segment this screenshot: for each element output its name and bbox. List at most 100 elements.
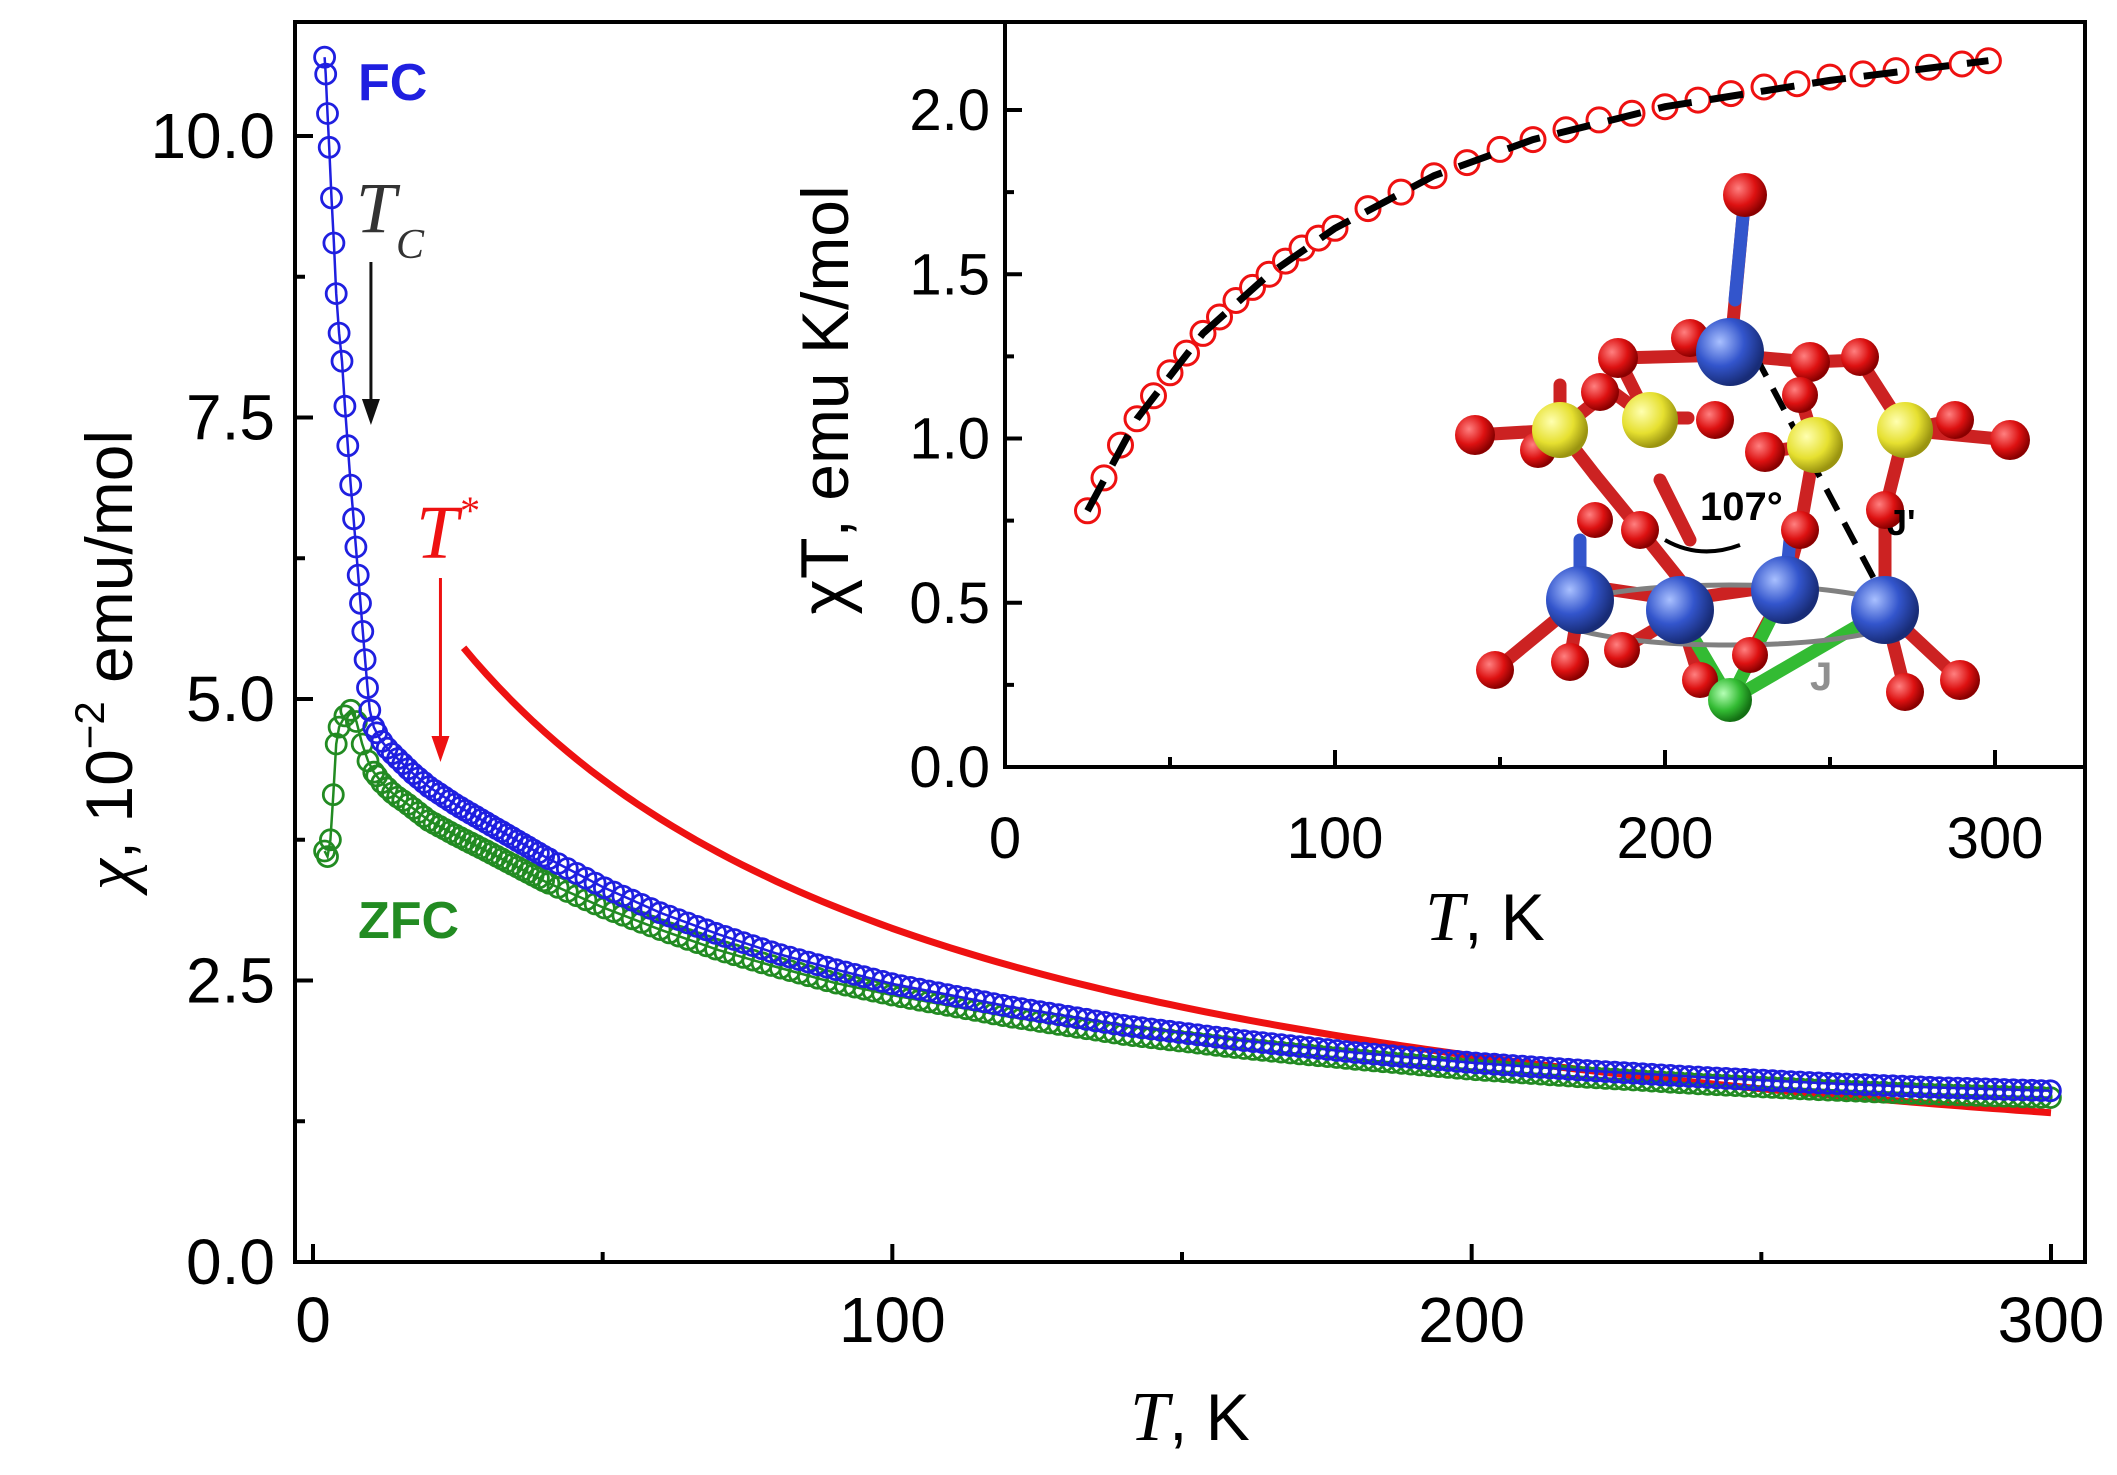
fc-point <box>1927 1076 1951 1099</box>
fc-point <box>2029 1079 2053 1102</box>
fc-point <box>1872 1074 1895 1097</box>
j-label: J <box>1810 655 1832 699</box>
inset-x-axis-label: T, K <box>1425 879 1545 956</box>
fc-point <box>1473 1052 1497 1075</box>
inset-y-tick-label: 0.5 <box>909 571 990 636</box>
fc-point <box>1529 1056 1552 1079</box>
fc-point <box>1742 1068 1766 1092</box>
inset-y-tick-label: 2.0 <box>909 78 990 143</box>
fc-point <box>1566 1058 1590 1082</box>
tc-arrow <box>361 262 380 425</box>
fc-point <box>316 102 339 125</box>
tstar-arrow <box>431 578 450 762</box>
inset-x-tick-label: 0 <box>989 806 1021 871</box>
fc-point <box>333 394 357 418</box>
fc-point <box>1844 1073 1868 1096</box>
inset-x-tick-label: 200 <box>1617 806 1714 871</box>
main-y-tick-label: 10.0 <box>150 100 275 172</box>
fc-point <box>339 473 363 497</box>
fc-point <box>1937 1076 1960 1100</box>
fc-point <box>1631 1062 1654 1086</box>
fc-point <box>344 535 368 559</box>
fc-point <box>356 676 379 700</box>
fc-point <box>1955 1077 1979 1100</box>
fc-point <box>2020 1078 2044 1102</box>
fc-point <box>1816 1071 1840 1095</box>
tc-label: TC <box>356 168 425 268</box>
main-x-axis-label: T, K <box>1130 1379 1250 1456</box>
zfc-point <box>318 828 342 852</box>
fc-point <box>327 321 351 345</box>
fc-point <box>1501 1054 1525 1077</box>
fc-point <box>314 62 338 86</box>
fc-point <box>1964 1077 1988 1101</box>
fc-point <box>320 186 343 210</box>
fc-point <box>1696 1066 1719 1089</box>
fc-point <box>1603 1060 1627 1084</box>
fc-point <box>346 563 370 587</box>
arrow-head <box>431 736 450 762</box>
main-y-axis-label: χ, 10−2 emu/mol <box>66 430 148 896</box>
inset-fit-curve <box>1084 57 1989 513</box>
tstar-label: T* <box>416 488 478 575</box>
fc-point <box>1594 1060 1617 1083</box>
main-x-tick-label: 200 <box>1418 1284 1525 1356</box>
fc-point <box>1482 1052 1506 1076</box>
fc-point <box>317 135 341 159</box>
inset-y-tick-label: 1.5 <box>909 242 990 307</box>
fc-label: FC <box>358 54 427 112</box>
zfc-point <box>316 845 339 868</box>
fc-point <box>353 648 377 671</box>
fc-point <box>1649 1063 1673 1087</box>
fc-series <box>313 45 2062 1103</box>
fc-point <box>1900 1075 1923 1098</box>
fc-point <box>349 591 372 615</box>
fc-point <box>358 698 382 722</box>
main-x-tick-label: 0 <box>295 1284 331 1356</box>
fc-point <box>342 507 366 531</box>
fc-point <box>322 231 346 255</box>
zfc-point <box>321 783 345 807</box>
fc-point <box>1621 1061 1645 1085</box>
main-axis-ticks: 0 100 200 300 0.0 2.5 5.0 7.5 10.0 <box>150 100 2104 1356</box>
fc-point <box>1538 1056 1562 1080</box>
fc-point <box>1751 1068 1775 1092</box>
angle-label: 107° <box>1700 485 1783 529</box>
main-x-tick-label: 100 <box>839 1284 946 1356</box>
fc-point <box>1992 1078 2016 1101</box>
fc-point <box>351 620 375 643</box>
arrow-head <box>361 399 380 425</box>
fc-point <box>336 434 360 458</box>
inset-y-tick-label: 1.0 <box>909 407 990 472</box>
inset-x-tick-label: 100 <box>1287 806 1384 871</box>
inset-plot-frame <box>1003 20 2087 769</box>
zfc-label: ZFC <box>358 892 459 950</box>
fc-point <box>1779 1070 1803 1093</box>
inset-y-tick-label: 0.0 <box>909 735 990 800</box>
fc-point <box>324 282 348 306</box>
fc-point <box>1862 1073 1886 1097</box>
main-y-tick-label: 5.0 <box>186 663 275 735</box>
inset-y-axis-label: χT, emu K/mol <box>787 185 863 614</box>
fc-point <box>1890 1074 1914 1098</box>
inset-axis-ticks: 0 100 200 300 0.0 0.5 1.0 1.5 2.0 <box>909 78 2043 871</box>
fc-point <box>1659 1064 1682 1087</box>
fc-point <box>1983 1077 2007 1101</box>
fc-point <box>1835 1072 1858 1096</box>
zfc-point <box>324 732 348 756</box>
inset-x-tick-label: 300 <box>1947 806 2044 871</box>
main-plot: 0 100 200 300 0.0 2.5 5.0 7.5 10.0 χ, 10−2 emu/m… <box>66 20 2104 1456</box>
crystal-structure-image: 107° J' J <box>1455 173 2030 722</box>
main-y-tick-label: 0.0 <box>186 1226 275 1298</box>
inset-chiT-series <box>1074 47 2002 525</box>
fc-point <box>1714 1067 1738 1090</box>
fc-point <box>1770 1069 1793 1093</box>
inset-plot-bg <box>1005 22 2085 767</box>
zfc-point <box>333 704 357 728</box>
fc-point <box>1723 1067 1747 1091</box>
fc-point <box>313 45 337 69</box>
main-y-tick-label: 2.5 <box>186 945 275 1017</box>
fc-point <box>1510 1054 1534 1078</box>
fc-point <box>2038 1079 2062 1103</box>
